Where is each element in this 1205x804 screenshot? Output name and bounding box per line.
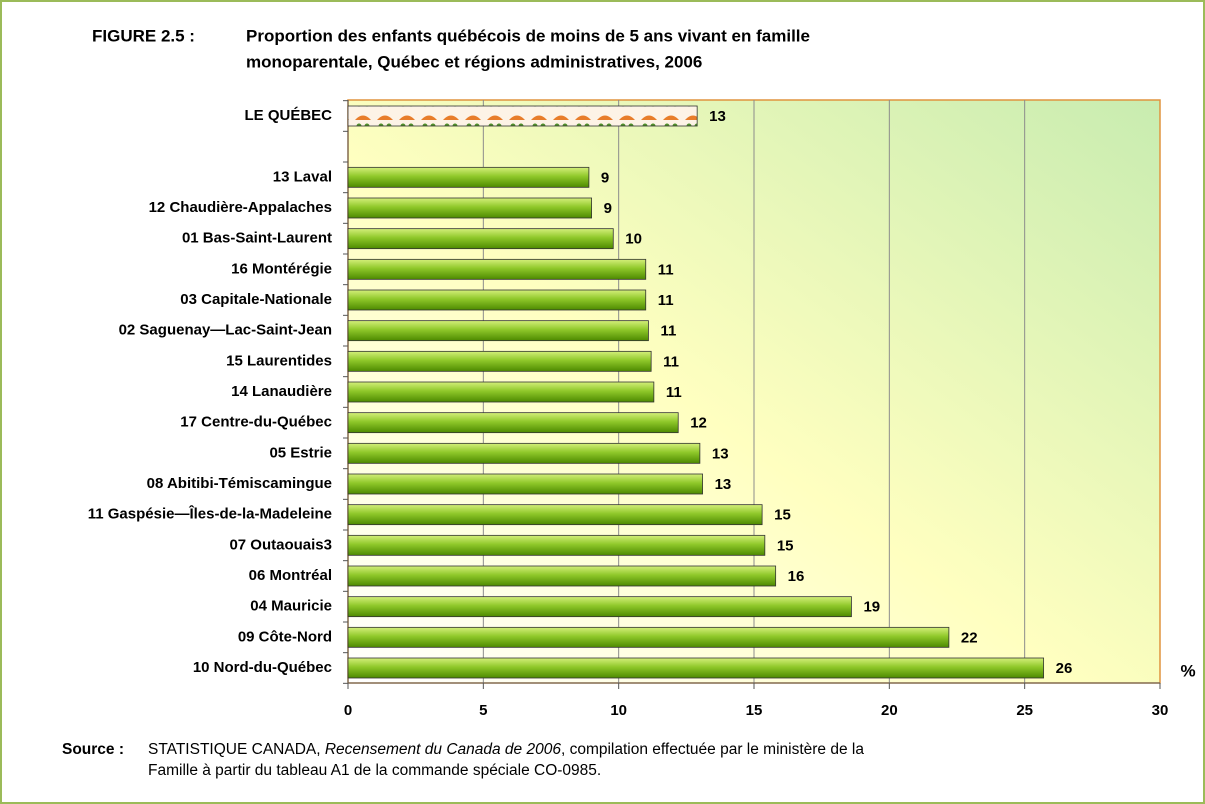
y-tick-label: 08 Abitibi-Témiscamingue [147,475,332,492]
bar [348,443,700,463]
x-tick-label: 0 [344,702,352,719]
bar [348,229,613,249]
x-tick-label: 25 [1016,702,1033,719]
value-label: 10 [625,231,642,248]
value-label: 13 [712,445,729,462]
x-unit: % [1180,661,1195,680]
value-label: 9 [604,200,612,217]
bar [348,290,646,310]
y-tick-label: LE QUÉBEC [244,107,332,124]
value-label: 16 [788,568,805,585]
source-part: STATISTIQUE CANADA, [148,741,325,758]
y-tick-label: 16 Montérégie [231,260,332,277]
bar [348,382,654,402]
value-label: 19 [863,599,880,616]
bar [348,351,651,371]
x-tick-label: 20 [881,702,898,719]
value-label: 13 [715,476,732,493]
bar [348,167,589,187]
x-tick-label: 30 [1152,702,1169,719]
y-tick-label: 10 Nord-du-Québec [193,659,332,676]
x-tick-label: 15 [746,702,763,719]
page: FIGURE 2.5 : Proportion des enfants québ… [0,0,1205,804]
value-label: 15 [774,507,791,524]
bar [348,474,703,494]
bar [348,505,762,525]
bar [348,658,1044,678]
bar [348,566,776,586]
y-tick-label: 04 Mauricie [250,598,332,615]
x-tick-label: 10 [610,702,627,719]
x-tick-label: 5 [479,702,487,719]
value-label: 9 [601,169,609,186]
value-label: 15 [777,537,794,554]
source-text: STATISTIQUE CANADA, Recensement du Canad… [148,741,864,759]
y-tick-label: 12 Chaudière-Appalaches [149,199,332,216]
y-tick-label: 17 Centre-du-Québec [180,414,332,431]
value-label: 26 [1056,660,1073,677]
value-label: 11 [658,261,674,278]
bar [348,627,949,647]
y-tick-label: 01 Bas-Saint-Laurent [182,230,332,247]
source-part: Famille à partir du tableau A1 de la com… [148,762,601,780]
y-tick-label: 09 Côte-Nord [238,628,332,645]
chart: FIGURE 2.5 : Proportion des enfants québ… [0,0,1205,804]
source-label: Source : [62,741,124,759]
chart-title: Proportion des enfants québécois de moin… [246,26,810,45]
bar [348,413,678,433]
value-label: 11 [660,323,676,340]
value-label: 11 [663,353,679,370]
figure-label: FIGURE 2.5 : [92,26,195,45]
value-label: 12 [690,415,707,432]
y-tick-label: 06 Montréal [249,567,332,584]
y-tick-label: 15 Laurentides [226,352,332,369]
bar [348,106,697,126]
y-tick-label: 03 Capitale-Nationale [180,291,332,308]
source-part: Recensement du Canada de 2006 [325,741,561,758]
y-tick-label: 07 Outaouais3 [229,536,332,553]
y-tick-label: 13 Laval [273,168,332,185]
value-label: 11 [666,384,682,401]
bar [348,198,592,218]
y-tick-label: 14 Lanaudière [231,383,332,400]
y-tick-label: 02 Saguenay—Lac-Saint-Jean [119,322,332,339]
bar [348,535,765,555]
y-tick-label: 05 Estrie [269,444,332,461]
value-label: 13 [709,108,726,125]
source-part: , compilation effectuée par le ministère… [561,741,864,758]
value-label: 11 [658,292,674,309]
bar [348,321,648,341]
chart-title: monoparentale, Québec et régions adminis… [246,52,702,71]
value-label: 22 [961,629,978,646]
bar [348,259,646,279]
bar [348,597,851,617]
y-tick-label: 11 Gaspésie—Îles-de-la-Madeleine [88,505,332,523]
